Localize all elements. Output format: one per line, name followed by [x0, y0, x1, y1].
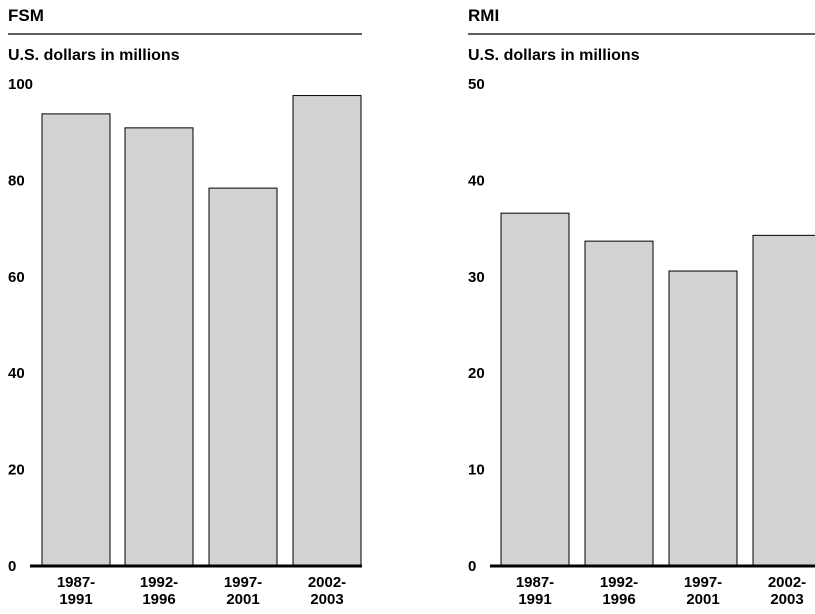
fsm-x-tick-label: 1997-2001 [224, 574, 262, 608]
fsm-y-ticks: 0 20 40 60 80 100 [8, 76, 33, 575]
rmi-y-tick-label: 30 [468, 269, 485, 286]
rmi-chart: RMI U.S. dollars in millions 0 10 20 30 40 50… [468, 6, 815, 608]
fsm-y-tick-label: 60 [8, 269, 25, 286]
rmi-x-tick-label: 1987-1991 [516, 574, 554, 608]
fsm-x-ticks: 1987-1991 1992-1996 1997-2001 2002-2003 [57, 574, 346, 608]
rmi-bars [500, 212, 815, 567]
fsm-x-tick-label: 1987-1991 [57, 574, 95, 608]
fsm-bar [124, 127, 194, 567]
rmi-x-ticks: 1987-1991 1992-1996 1997-2001 2002-2003 [516, 574, 806, 608]
rmi-chart-title: RMI [468, 6, 499, 25]
fsm-y-axis-label: U.S. dollars in millions [8, 47, 180, 64]
fsm-bars [41, 95, 362, 567]
fsm-y-tick-label: 0 [8, 558, 16, 575]
rmi-y-tick-label: 20 [468, 365, 485, 382]
rmi-y-ticks: 0 10 20 30 40 50 [468, 76, 485, 575]
rmi-x-tick-label: 1992-1996 [600, 574, 638, 608]
rmi-y-tick-label: 0 [468, 558, 476, 575]
fsm-y-tick-label: 20 [8, 462, 25, 479]
fsm-bar [208, 187, 278, 567]
fsm-chart-title: FSM [8, 6, 44, 25]
rmi-bar [668, 270, 738, 567]
rmi-bar [584, 240, 654, 567]
fsm-y-tick-label: 80 [8, 172, 25, 189]
fsm-y-tick-label: 100 [8, 76, 33, 93]
fsm-x-tick-label: 1992-1996 [140, 574, 178, 608]
rmi-y-tick-label: 40 [468, 172, 485, 189]
rmi-bar [752, 234, 815, 567]
fsm-x-tick-label: 2002-2003 [308, 574, 346, 608]
fsm-bar [292, 95, 362, 567]
rmi-bar [500, 212, 570, 567]
fsm-y-tick-label: 40 [8, 365, 25, 382]
rmi-y-axis-label: U.S. dollars in millions [468, 47, 640, 64]
rmi-y-tick-label: 10 [468, 462, 485, 479]
rmi-x-tick-label: 1997-2001 [684, 574, 722, 608]
fsm-chart: FSM U.S. dollars in millions 0 20 40 60 80 10… [8, 6, 362, 608]
rmi-y-tick-label: 50 [468, 76, 485, 93]
rmi-x-tick-label: 2002-2003 [768, 574, 806, 608]
fsm-bar [41, 113, 111, 567]
